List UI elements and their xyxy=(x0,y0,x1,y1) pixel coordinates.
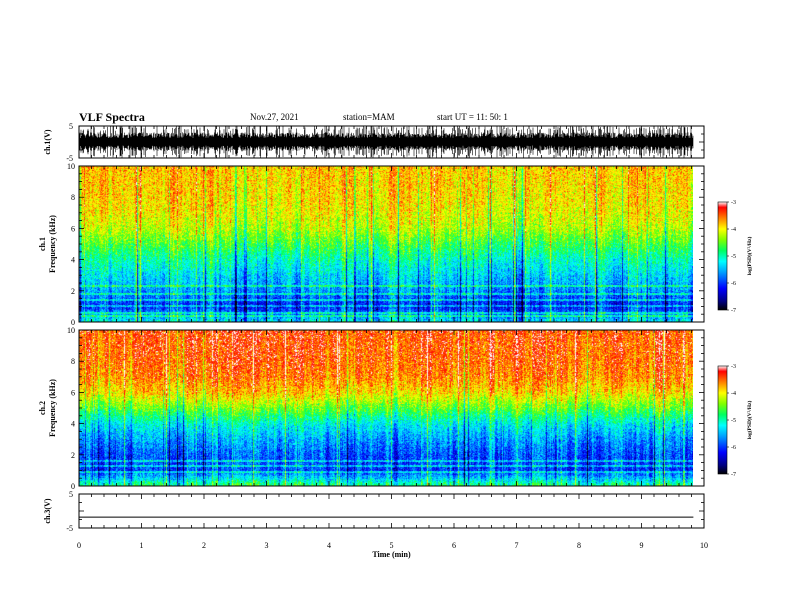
x-tick-label: 6 xyxy=(452,541,456,550)
x-tick-label: 2 xyxy=(202,541,206,550)
y-tick-label: 4 xyxy=(71,256,75,265)
panel-frame-4 xyxy=(78,493,705,529)
x-tick-label: 7 xyxy=(515,541,519,550)
colorbar-tick-label: -4 xyxy=(731,391,736,397)
y-tick-label: 2 xyxy=(71,451,75,460)
colorbar-tick-label: -6 xyxy=(731,281,736,287)
y-tick-label: 2 xyxy=(71,287,75,296)
y-tick-label: -5 xyxy=(66,154,73,163)
colorbar-tick-label: -5 xyxy=(731,418,736,424)
date-label: Nov.27, 2021 xyxy=(250,112,299,122)
x-tick-label: 9 xyxy=(640,541,644,550)
y-axis-label-3: ch.2 Frequency (kHz) xyxy=(38,379,57,437)
colorbar-1 xyxy=(717,201,728,311)
y-axis-label-2: ch.1 Frequency (kHz) xyxy=(38,215,57,273)
spectrogram-image-ch2 xyxy=(79,330,693,486)
y-tick-label: 10 xyxy=(67,326,75,335)
y-tick-label: -5 xyxy=(66,524,73,533)
colorbar-tick-label: -3 xyxy=(731,364,736,370)
y-tick-label: 10 xyxy=(67,162,75,171)
y-axis-label-1: ch.1(V) xyxy=(43,129,52,154)
y-tick-label: 0 xyxy=(71,482,75,491)
y-tick-label: 6 xyxy=(71,388,75,397)
y-tick-label: 5 xyxy=(69,122,73,131)
x-tick-label: 0 xyxy=(77,541,81,550)
colorbar-label: log(PSD)(V²/Hz) xyxy=(746,401,753,440)
y-tick-label: 8 xyxy=(71,357,75,366)
x-tick-label: 4 xyxy=(327,541,331,550)
colorbar-tick-label: -7 xyxy=(731,308,736,314)
y-axis-label-line: Frequency (kHz) xyxy=(48,215,57,273)
y-axis-label-line: ch.1(V) xyxy=(43,129,52,154)
x-tick-label: 10 xyxy=(700,541,708,550)
y-axis-label-line: ch.1 xyxy=(38,237,47,251)
x-tick-label: 1 xyxy=(140,541,144,550)
y-tick-label: 8 xyxy=(71,193,75,202)
colorbar-tick-label: -6 xyxy=(731,445,736,451)
start-time-label: start UT = 11: 50: 1 xyxy=(437,112,508,122)
colorbar-tick-label: -4 xyxy=(731,227,736,233)
x-tick-label: 3 xyxy=(265,541,269,550)
colorbar-tick-label: -7 xyxy=(731,472,736,478)
y-axis-label-line: ch.3(V) xyxy=(43,498,52,523)
colorbar-2 xyxy=(717,365,728,475)
y-tick-label: 6 xyxy=(71,224,75,233)
y-axis-label-line: ch.2 xyxy=(38,401,47,415)
spectrogram-image-ch1 xyxy=(79,166,693,322)
y-tick-label: 5 xyxy=(69,490,73,499)
y-axis-label-4: ch.3(V) xyxy=(43,498,52,523)
x-tick-label: 8 xyxy=(577,541,581,550)
colorbar-label: log(PSD)(V²/Hz) xyxy=(746,237,753,276)
colorbar-tick-label: -3 xyxy=(731,200,736,206)
y-tick-label: 0 xyxy=(71,318,75,327)
y-axis-label-line: Frequency (kHz) xyxy=(48,379,57,437)
x-tick-label: 5 xyxy=(390,541,394,550)
colorbar-tick-label: -5 xyxy=(731,254,736,260)
x-axis-label: Time (min) xyxy=(372,550,411,559)
station-label: station=MAM xyxy=(343,112,395,122)
chart-title: VLF Spectra xyxy=(79,110,145,124)
y-tick-label: 4 xyxy=(71,420,75,429)
ch1-waveform-line xyxy=(78,126,694,158)
